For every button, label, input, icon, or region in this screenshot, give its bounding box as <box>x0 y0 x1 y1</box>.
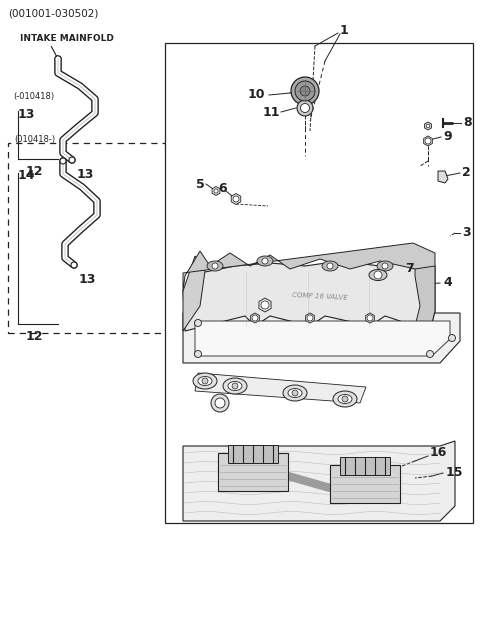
Text: 13: 13 <box>77 168 95 181</box>
Text: 13: 13 <box>79 273 96 286</box>
Bar <box>228 445 278 463</box>
Circle shape <box>262 258 268 264</box>
Polygon shape <box>415 256 435 331</box>
Circle shape <box>300 104 310 112</box>
Circle shape <box>261 301 269 309</box>
Ellipse shape <box>377 261 393 271</box>
Ellipse shape <box>288 389 302 397</box>
Text: 10: 10 <box>248 89 265 101</box>
Polygon shape <box>231 194 241 204</box>
Circle shape <box>252 315 258 321</box>
Bar <box>330 465 400 503</box>
Circle shape <box>60 158 66 164</box>
Bar <box>340 457 390 475</box>
Circle shape <box>427 350 433 358</box>
Circle shape <box>194 350 202 358</box>
Polygon shape <box>183 256 435 331</box>
Text: INTAKE MAINFOLD: INTAKE MAINFOLD <box>20 34 114 43</box>
Text: 2: 2 <box>462 166 471 179</box>
Circle shape <box>292 390 298 396</box>
Text: 12: 12 <box>26 330 44 343</box>
Text: 13: 13 <box>18 108 36 121</box>
Ellipse shape <box>322 261 338 271</box>
Ellipse shape <box>257 256 273 266</box>
Text: 7: 7 <box>405 263 414 276</box>
Text: 8: 8 <box>463 117 472 130</box>
Ellipse shape <box>338 394 352 404</box>
Polygon shape <box>366 313 374 323</box>
Polygon shape <box>424 122 432 130</box>
Polygon shape <box>212 186 220 196</box>
Circle shape <box>69 157 75 163</box>
Circle shape <box>374 271 382 279</box>
Text: 16: 16 <box>430 446 447 460</box>
Ellipse shape <box>193 373 217 389</box>
Polygon shape <box>195 373 366 403</box>
Polygon shape <box>183 256 205 331</box>
Text: 12: 12 <box>26 165 44 178</box>
Text: 11: 11 <box>263 106 280 119</box>
Circle shape <box>202 378 208 384</box>
Circle shape <box>215 398 225 408</box>
Polygon shape <box>251 313 259 323</box>
Circle shape <box>327 263 333 269</box>
Circle shape <box>426 124 430 128</box>
Ellipse shape <box>333 391 357 407</box>
Polygon shape <box>259 298 271 312</box>
Circle shape <box>295 81 315 101</box>
Circle shape <box>425 138 431 144</box>
Circle shape <box>297 100 313 116</box>
Text: 14: 14 <box>18 169 36 182</box>
Text: 15: 15 <box>446 466 464 479</box>
Ellipse shape <box>223 378 247 394</box>
Text: (010418-): (010418-) <box>14 135 55 144</box>
Ellipse shape <box>228 381 242 391</box>
Circle shape <box>382 263 388 269</box>
Ellipse shape <box>369 270 387 281</box>
Circle shape <box>232 383 238 389</box>
Circle shape <box>300 86 310 96</box>
Ellipse shape <box>207 261 223 271</box>
Circle shape <box>211 394 229 412</box>
Polygon shape <box>183 441 455 521</box>
Circle shape <box>342 396 348 402</box>
Polygon shape <box>195 321 450 356</box>
Circle shape <box>194 319 202 327</box>
Circle shape <box>307 315 313 321</box>
Text: 4: 4 <box>443 276 452 289</box>
Circle shape <box>448 335 456 342</box>
Text: (-010418): (-010418) <box>13 92 54 101</box>
Circle shape <box>214 189 218 193</box>
Circle shape <box>291 77 319 105</box>
Circle shape <box>212 263 218 269</box>
Polygon shape <box>183 243 435 291</box>
Text: COMP 16 VALVE: COMP 16 VALVE <box>292 291 348 301</box>
Text: 9: 9 <box>443 130 452 143</box>
Polygon shape <box>306 313 314 323</box>
Ellipse shape <box>283 385 307 401</box>
Polygon shape <box>438 171 448 183</box>
Circle shape <box>367 315 373 321</box>
Bar <box>218 453 288 491</box>
Polygon shape <box>424 136 432 146</box>
Text: 5: 5 <box>196 178 205 191</box>
Text: 1: 1 <box>340 24 349 37</box>
Polygon shape <box>183 313 460 363</box>
Text: 6: 6 <box>218 181 227 194</box>
Circle shape <box>233 196 239 202</box>
Ellipse shape <box>198 376 212 386</box>
Bar <box>165 43 473 523</box>
Text: 3: 3 <box>462 227 470 240</box>
Bar <box>8 143 190 333</box>
Circle shape <box>55 56 61 62</box>
Text: (001001-030502): (001001-030502) <box>8 9 98 19</box>
Circle shape <box>71 262 77 268</box>
